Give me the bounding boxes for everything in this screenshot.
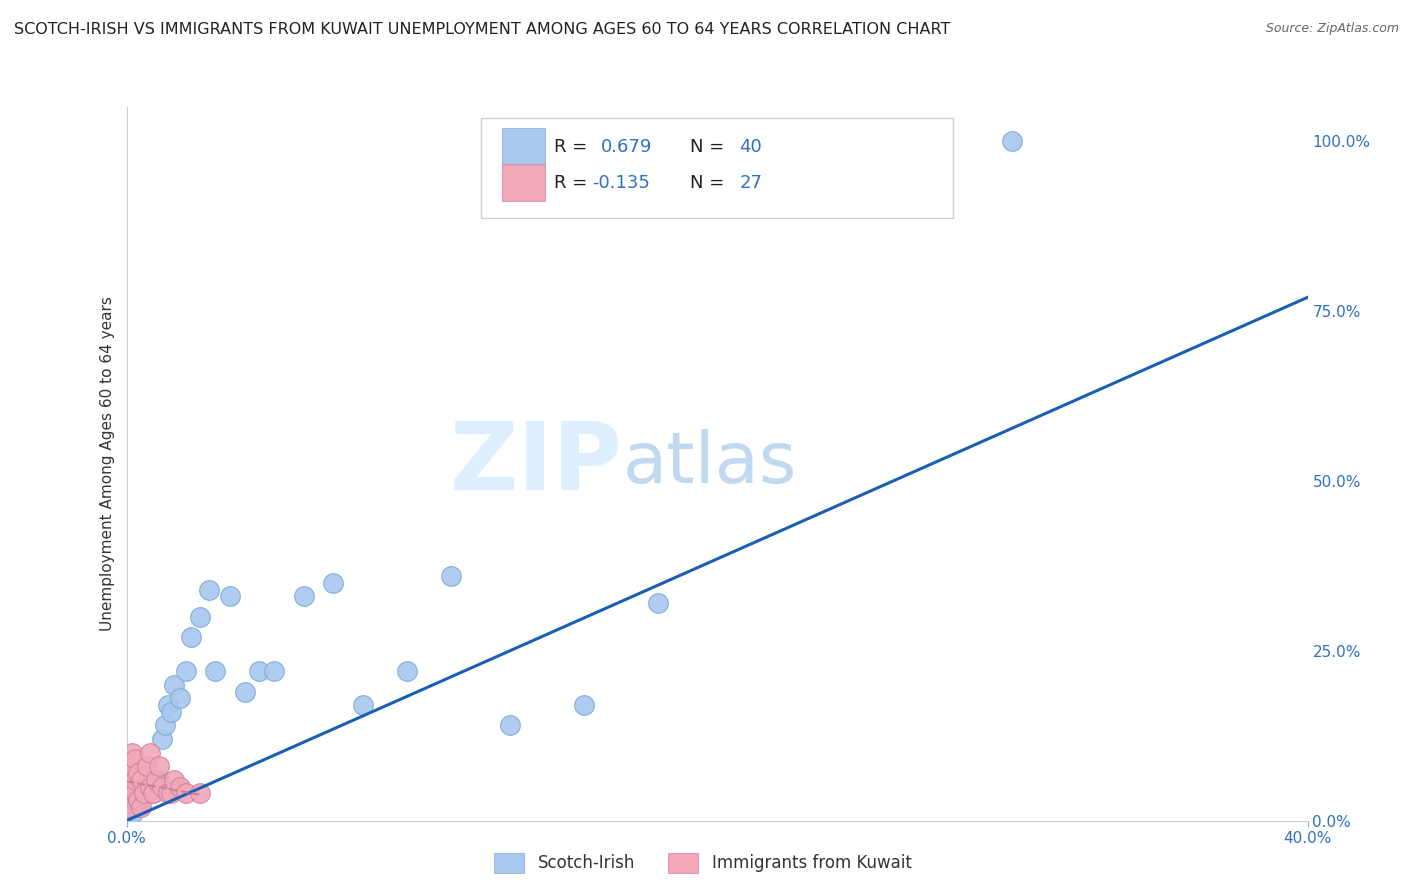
Point: [134, 787, 156, 801]
Text: 0.679: 0.679: [602, 138, 652, 156]
Point: [647, 596, 669, 610]
Point: [150, 732, 173, 747]
Text: -0.135: -0.135: [592, 174, 650, 192]
Point: [292, 590, 315, 604]
Point: [118, 800, 141, 814]
Point: [247, 664, 270, 678]
Point: [169, 780, 191, 794]
Point: [118, 800, 141, 814]
FancyBboxPatch shape: [502, 164, 544, 202]
Point: [352, 698, 374, 712]
Text: ZIP: ZIP: [450, 417, 623, 510]
Point: [142, 787, 165, 801]
Point: [169, 691, 191, 706]
FancyBboxPatch shape: [502, 128, 544, 166]
Point: [124, 772, 146, 787]
FancyBboxPatch shape: [481, 118, 953, 218]
Point: [139, 746, 162, 760]
Point: [139, 780, 162, 794]
Point: [159, 787, 183, 801]
Point: [145, 780, 167, 794]
Text: atlas: atlas: [623, 429, 797, 499]
Point: [153, 718, 176, 732]
Point: [263, 664, 285, 678]
Point: [322, 575, 344, 590]
Point: [396, 664, 419, 678]
Point: [121, 766, 143, 780]
Point: [127, 766, 149, 780]
Point: [233, 684, 256, 698]
Text: R =: R =: [554, 174, 593, 192]
Point: [139, 780, 162, 794]
Point: [129, 793, 153, 807]
Text: SCOTCH-IRISH VS IMMIGRANTS FROM KUWAIT UNEMPLOYMENT AMONG AGES 60 TO 64 YEARS CO: SCOTCH-IRISH VS IMMIGRANTS FROM KUWAIT U…: [14, 22, 950, 37]
Point: [150, 780, 173, 794]
Point: [124, 800, 146, 814]
Point: [127, 793, 149, 807]
Point: [142, 787, 165, 801]
Point: [129, 772, 153, 787]
Point: [174, 664, 197, 678]
Text: N =: N =: [690, 138, 730, 156]
Point: [127, 800, 149, 814]
Point: [129, 800, 153, 814]
Text: Source: ZipAtlas.com: Source: ZipAtlas.com: [1265, 22, 1399, 36]
Point: [136, 787, 159, 801]
Point: [124, 752, 146, 766]
Y-axis label: Unemployment Among Ages 60 to 64 years: Unemployment Among Ages 60 to 64 years: [100, 296, 115, 632]
Point: [148, 772, 170, 787]
Point: [121, 746, 143, 760]
Point: [574, 698, 596, 712]
Point: [219, 590, 242, 604]
Point: [118, 759, 141, 773]
Point: [174, 787, 197, 801]
Point: [136, 759, 159, 773]
Point: [121, 780, 143, 794]
Point: [124, 787, 146, 801]
Point: [134, 787, 156, 801]
Point: [145, 772, 167, 787]
Point: [163, 678, 186, 692]
Point: [440, 569, 463, 583]
Point: [180, 630, 202, 644]
Point: [159, 705, 183, 719]
Point: [204, 664, 226, 678]
Point: [188, 609, 211, 624]
Point: [499, 718, 522, 732]
Text: R =: R =: [554, 138, 593, 156]
Point: [1001, 134, 1024, 148]
Text: 27: 27: [740, 174, 762, 192]
Point: [118, 806, 141, 821]
Text: 40: 40: [740, 138, 762, 156]
Point: [824, 134, 846, 148]
Point: [127, 793, 149, 807]
Point: [156, 698, 179, 712]
Point: [121, 806, 143, 821]
Point: [163, 772, 186, 787]
Point: [156, 787, 179, 801]
Legend: Scotch-Irish, Immigrants from Kuwait: Scotch-Irish, Immigrants from Kuwait: [488, 847, 918, 880]
Point: [198, 582, 221, 597]
Text: N =: N =: [690, 174, 730, 192]
Point: [124, 793, 146, 807]
Point: [118, 787, 141, 801]
Point: [121, 800, 143, 814]
Point: [148, 759, 170, 773]
Point: [188, 787, 211, 801]
